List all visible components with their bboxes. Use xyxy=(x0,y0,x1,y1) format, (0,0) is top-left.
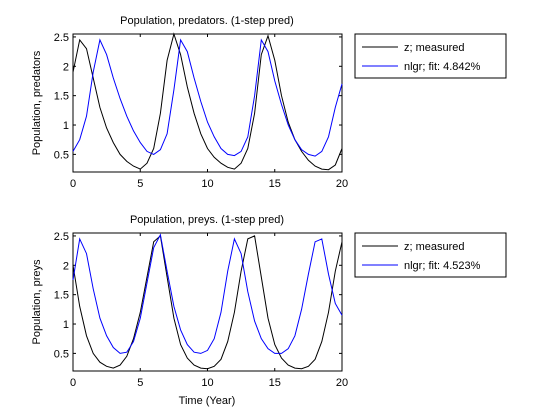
series-line-nlgr xyxy=(72,38,343,157)
x-tick-label: 10 xyxy=(201,178,213,190)
x-tick-label: 10 xyxy=(201,377,213,389)
y-tick-label: 1 xyxy=(63,120,69,132)
y-tick-label: 2 xyxy=(63,61,69,73)
legend-entry: nlgr; fit: 4.523% xyxy=(404,260,481,272)
x-axis-label: Time (Year) xyxy=(179,395,236,407)
tick-marks xyxy=(72,233,343,371)
legend: z; measured nlgr; fit: 4.842% xyxy=(354,33,507,79)
x-tick-label: 5 xyxy=(137,377,143,389)
legend: z; measured nlgr; fit: 4.523% xyxy=(354,232,507,278)
x-axis-ticks: 0 5 10 15 20 xyxy=(70,377,348,389)
x-tick-label: 20 xyxy=(336,377,348,389)
series-line-nlgr xyxy=(72,233,343,354)
x-tick-label: 15 xyxy=(269,377,281,389)
x-axis-ticks: 0 5 10 15 20 xyxy=(70,178,348,190)
y-tick-label: 1.5 xyxy=(54,91,69,103)
tick-marks xyxy=(72,34,343,172)
x-tick-label: 0 xyxy=(70,178,76,190)
subplot-preys: Population, preys. (1-step pred) 0 5 10 … xyxy=(31,214,507,407)
x-tick-label: 0 xyxy=(70,377,76,389)
axes-box xyxy=(72,232,343,372)
subplot-title: Population, preys. (1-step pred) xyxy=(130,214,284,226)
subplot-title: Population, predators. (1-step pred) xyxy=(120,15,294,27)
y-axis-ticks: 0.5 1 1.5 2 2.5 xyxy=(54,32,69,161)
y-tick-label: 1 xyxy=(63,319,69,331)
y-tick-label: 2.5 xyxy=(54,32,69,44)
legend-entry: z; measured xyxy=(404,241,465,253)
legend-entry: nlgr; fit: 4.842% xyxy=(404,61,481,73)
x-tick-label: 5 xyxy=(137,178,143,190)
x-tick-label: 15 xyxy=(269,178,281,190)
series-line-measured xyxy=(72,234,343,370)
y-tick-label: 0.5 xyxy=(54,149,69,161)
y-tick-label: 1.5 xyxy=(54,290,69,302)
y-tick-label: 2.5 xyxy=(54,231,69,243)
y-tick-label: 0.5 xyxy=(54,348,69,360)
y-axis-ticks: 0.5 1 1.5 2 2.5 xyxy=(54,231,69,360)
legend-box xyxy=(354,33,507,79)
y-axis-label: Population, preys xyxy=(31,259,43,344)
subplot-predators: Population, predators. (1-step pred) 0 5… xyxy=(31,15,507,190)
y-tick-label: 2 xyxy=(63,260,69,272)
legend-box xyxy=(354,232,507,278)
y-axis-label: Population, predators xyxy=(31,50,43,155)
x-tick-label: 20 xyxy=(336,178,348,190)
legend-entry: z; measured xyxy=(404,42,465,54)
